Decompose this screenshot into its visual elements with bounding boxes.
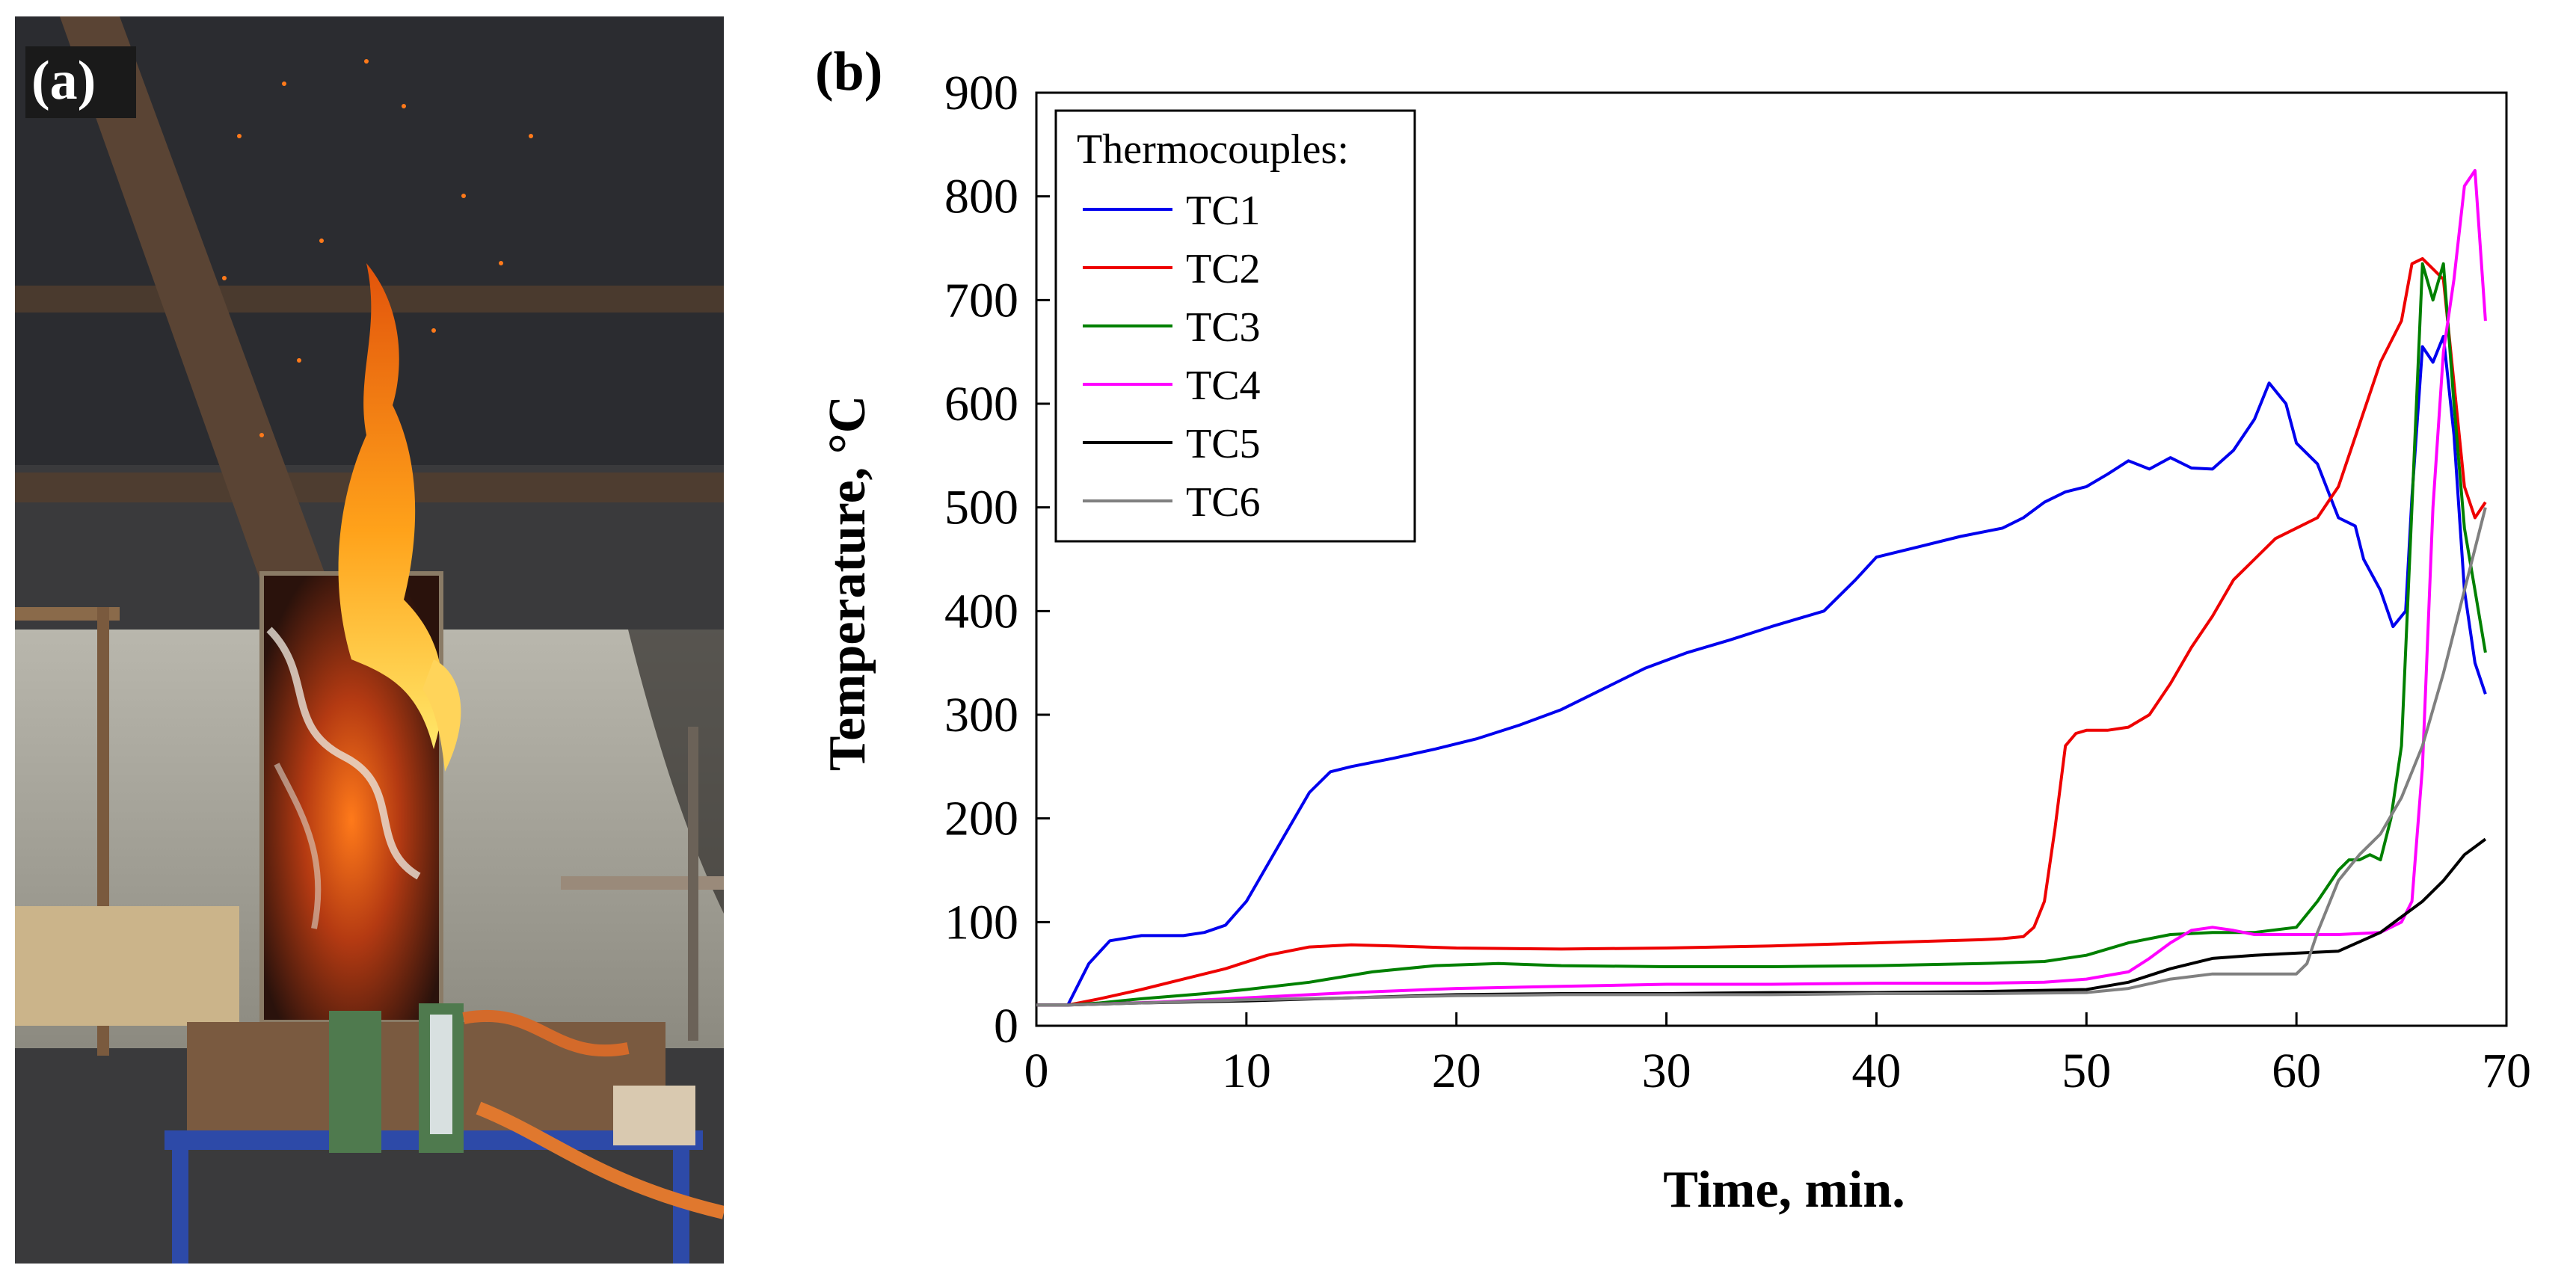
legend-items: TC1 TC2 TC3 TC4 TC5 TC6	[1083, 188, 1261, 526]
panel-a-label-box	[25, 46, 136, 118]
y-axis-title: Temperature, °C	[819, 396, 876, 771]
axes-frame	[1035, 91, 2508, 1027]
panel-b-label: (b)	[815, 41, 882, 102]
temperature-chart: (b) 0 10 20 30 40 50 60 70 0 100 200 300 400 500 600 7…	[815, 41, 2531, 1219]
y-tick-label: 900	[944, 66, 1018, 120]
series-line-tc1	[1036, 334, 2487, 1007]
y-tick-label: 400	[944, 584, 1018, 638]
x-tick-label: 70	[2482, 1044, 2531, 1098]
diagonal-beam	[60, 16, 329, 585]
x-tick-label: 40	[1851, 1044, 1901, 1098]
y-tick-label: 800	[944, 170, 1018, 224]
y-tick-label: 100	[944, 895, 1018, 950]
flame	[338, 263, 443, 749]
sample-plate	[613, 1086, 695, 1145]
cart-leg	[172, 1138, 188, 1264]
series-line-tc3	[1036, 262, 2487, 1007]
side-post	[688, 727, 698, 1041]
x-axis: 0 10 20 30 40 50 60 70	[1024, 1012, 2531, 1098]
series-layer	[1036, 169, 2487, 1007]
x-axis-title: Time, min.	[1663, 1161, 1905, 1219]
legend-title: Thermocouples:	[1077, 126, 1349, 173]
y-tick-label: 700	[944, 273, 1018, 327]
y-tick-label: 200	[944, 792, 1018, 846]
y-tick-label: 300	[944, 688, 1018, 742]
ash-streak	[266, 627, 421, 880]
x-tick-label: 20	[1432, 1044, 1481, 1098]
x-tick-label: 30	[1642, 1044, 1691, 1098]
sparks	[222, 59, 533, 437]
x-tick-label: 50	[2062, 1044, 2111, 1098]
gas-valve	[329, 1011, 381, 1153]
x-tick-label: 10	[1222, 1044, 1271, 1098]
x-tick-label: 0	[1024, 1044, 1049, 1098]
y-axis: 0 100 200 300 400 500 600 700 800 900	[944, 66, 1050, 1053]
photo-illustration	[15, 16, 724, 1264]
y-tick-label: 600	[944, 377, 1018, 431]
scaffold-bar	[15, 607, 120, 621]
series-line-tc2	[1036, 256, 2487, 1007]
side-rail	[561, 876, 724, 890]
roof-beam	[15, 286, 724, 313]
legend-label-tc6: TC6	[1186, 479, 1261, 526]
gas-hose	[462, 1009, 630, 1057]
panel-a-label: (a)	[31, 50, 96, 111]
fire-test-photo: (a)	[15, 16, 724, 1264]
series-line-tc4	[1036, 169, 2487, 1007]
legend-label-tc5: TC5	[1186, 421, 1261, 467]
soot-stain	[628, 630, 724, 914]
gas-hose	[476, 1101, 724, 1219]
plot-area: 0 10 20 30 40 50 60 70 0 100 200 300 400 500 600 700 80…	[944, 66, 2531, 1098]
legend-label-tc3: TC3	[1186, 304, 1261, 351]
legend-label-tc4: TC4	[1186, 363, 1261, 409]
y-tick-label: 0	[994, 999, 1018, 1053]
series-line-tc6	[1036, 507, 2487, 1007]
legend-label-tc1: TC1	[1186, 188, 1261, 234]
flow-meter-tube	[430, 1015, 452, 1134]
legend: Thermocouples: TC1 TC2 TC3 TC4 TC5 TC6	[1054, 109, 1416, 543]
y-tick-label: 500	[944, 481, 1018, 535]
wood-boards	[15, 906, 239, 1026]
series-line-tc5	[1036, 837, 2487, 1007]
ash-streak	[274, 763, 322, 929]
side-flame	[422, 659, 461, 772]
x-tick-label: 60	[2272, 1044, 2321, 1098]
legend-label-tc2: TC2	[1186, 246, 1261, 292]
